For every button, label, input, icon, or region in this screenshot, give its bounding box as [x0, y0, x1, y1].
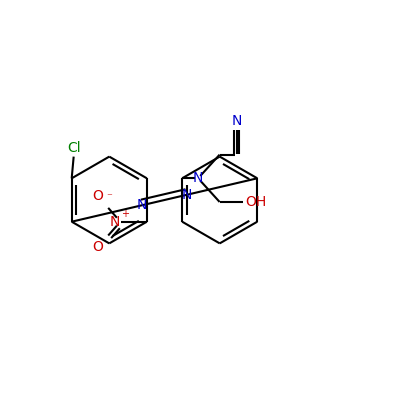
- Text: OH: OH: [245, 195, 266, 209]
- Text: +: +: [121, 209, 129, 219]
- Text: O: O: [92, 240, 104, 254]
- Text: N: N: [193, 171, 203, 185]
- Text: Cl: Cl: [67, 141, 80, 155]
- Text: N: N: [182, 188, 192, 202]
- Text: ⁻: ⁻: [106, 192, 112, 202]
- Text: O: O: [92, 189, 104, 203]
- Text: N: N: [231, 114, 242, 128]
- Text: N: N: [110, 215, 120, 229]
- Text: N: N: [137, 198, 148, 212]
